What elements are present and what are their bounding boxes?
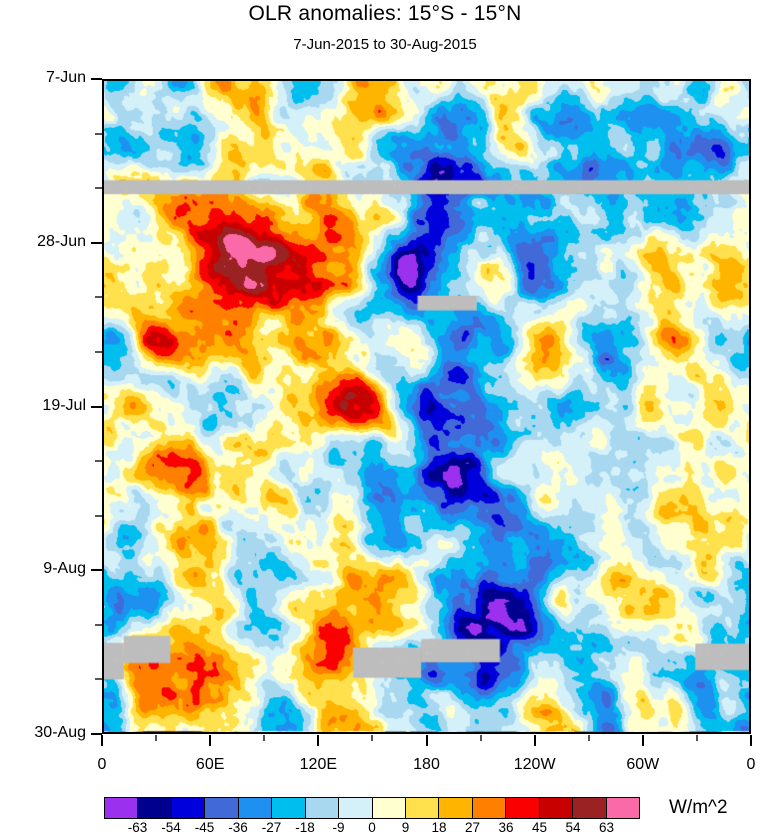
colorbar-tick-label: 9 <box>401 820 410 835</box>
colorbar-tick-label: -45 <box>194 820 215 835</box>
x-axis-major-tick <box>101 735 103 746</box>
x-axis-major-tick <box>317 735 320 746</box>
colorbar-tick-label: -54 <box>161 820 181 835</box>
x-axis-label: 0 <box>97 756 107 773</box>
y-axis-major-tick <box>91 569 102 572</box>
colorbar-tick-label: 63 <box>598 820 615 835</box>
x-axis-minor-tick <box>695 735 698 741</box>
colorbar-swatch <box>205 798 239 818</box>
y-axis-major-tick <box>91 733 102 735</box>
x-axis-major-tick <box>750 735 752 746</box>
y-axis-minor-tick <box>95 514 102 517</box>
colorbar-swatch <box>372 798 406 818</box>
colorbar-tick-label: -9 <box>332 820 345 835</box>
x-axis-major-tick <box>533 735 536 746</box>
x-axis-label: 120E <box>299 756 338 773</box>
colorbar-swatch <box>606 798 639 818</box>
colorbar-tick-label: -18 <box>295 820 315 835</box>
y-axis-minor-tick <box>95 460 102 463</box>
y-axis-minor-tick <box>95 350 102 353</box>
x-axis-major-tick <box>209 735 212 746</box>
plot-area <box>102 79 751 734</box>
colorbar-swatch <box>339 798 373 818</box>
page-title: OLR anomalies: 15°S - 15°N <box>248 2 522 25</box>
colorbar-tick-label: 36 <box>498 820 514 835</box>
y-axis-major-tick <box>91 78 102 80</box>
colorbar-tick-label: 0 <box>368 820 376 835</box>
y-axis-minor-tick <box>95 132 102 135</box>
x-axis-minor-tick <box>587 735 590 741</box>
colorbar-tick-label: 45 <box>531 820 548 835</box>
x-axis-major-tick <box>641 735 644 746</box>
colorbar-swatch <box>472 798 507 818</box>
olr-anomaly-heatmap <box>104 81 749 732</box>
colorbar-swatch <box>305 798 340 818</box>
x-axis-minor-tick <box>371 735 374 741</box>
colorbar-swatch <box>405 798 440 818</box>
x-axis-major-tick <box>425 735 428 746</box>
colorbar-swatch <box>506 798 540 818</box>
colorbar-swatch <box>272 798 306 818</box>
colorbar-tick-label: -36 <box>228 820 248 835</box>
colorbar-tick-label: 27 <box>464 820 481 835</box>
colorbar-tick-label: 54 <box>565 820 581 835</box>
colorbar-swatch <box>238 798 273 818</box>
y-axis-label: 30-Aug <box>34 724 86 741</box>
y-axis-label: 19-Jul <box>42 396 86 414</box>
page-subtitle: 7-Jun-2015 to 30-Aug-2015 <box>293 36 477 53</box>
colorbar-swatch <box>171 798 206 818</box>
colorbar-tick-label: -63 <box>127 820 148 835</box>
y-axis-label: 28-Jun <box>37 232 86 250</box>
colorbar-tick-label: -27 <box>261 820 282 835</box>
colorbar-unit-label: W/m^2 <box>669 797 728 818</box>
x-axis-label: 60E <box>195 756 225 773</box>
y-axis-minor-tick <box>95 623 102 626</box>
colorbar-tick-label: 18 <box>431 820 447 835</box>
y-axis-major-tick <box>91 405 102 408</box>
y-axis-minor-tick <box>95 296 102 299</box>
colorbar <box>104 797 640 819</box>
x-axis-minor-tick <box>155 735 158 741</box>
colorbar-swatch <box>439 798 473 818</box>
y-axis-minor-tick <box>95 678 102 681</box>
x-axis-label: 180 <box>413 756 440 773</box>
y-axis-minor-tick <box>95 187 102 190</box>
y-axis-label: 9-Aug <box>43 560 86 578</box>
colorbar-swatch <box>105 798 139 818</box>
x-axis-label: 120W <box>513 756 556 773</box>
x-axis-label: 0 <box>746 756 756 773</box>
colorbar-swatch <box>138 798 172 818</box>
y-axis-label: 7-Jun <box>45 69 86 86</box>
colorbar-swatch <box>539 798 574 818</box>
x-axis-minor-tick <box>479 735 482 741</box>
x-axis-label: 60W <box>626 756 660 773</box>
colorbar-swatch <box>573 798 607 818</box>
y-axis-major-tick <box>91 241 102 244</box>
x-axis-minor-tick <box>263 735 266 741</box>
